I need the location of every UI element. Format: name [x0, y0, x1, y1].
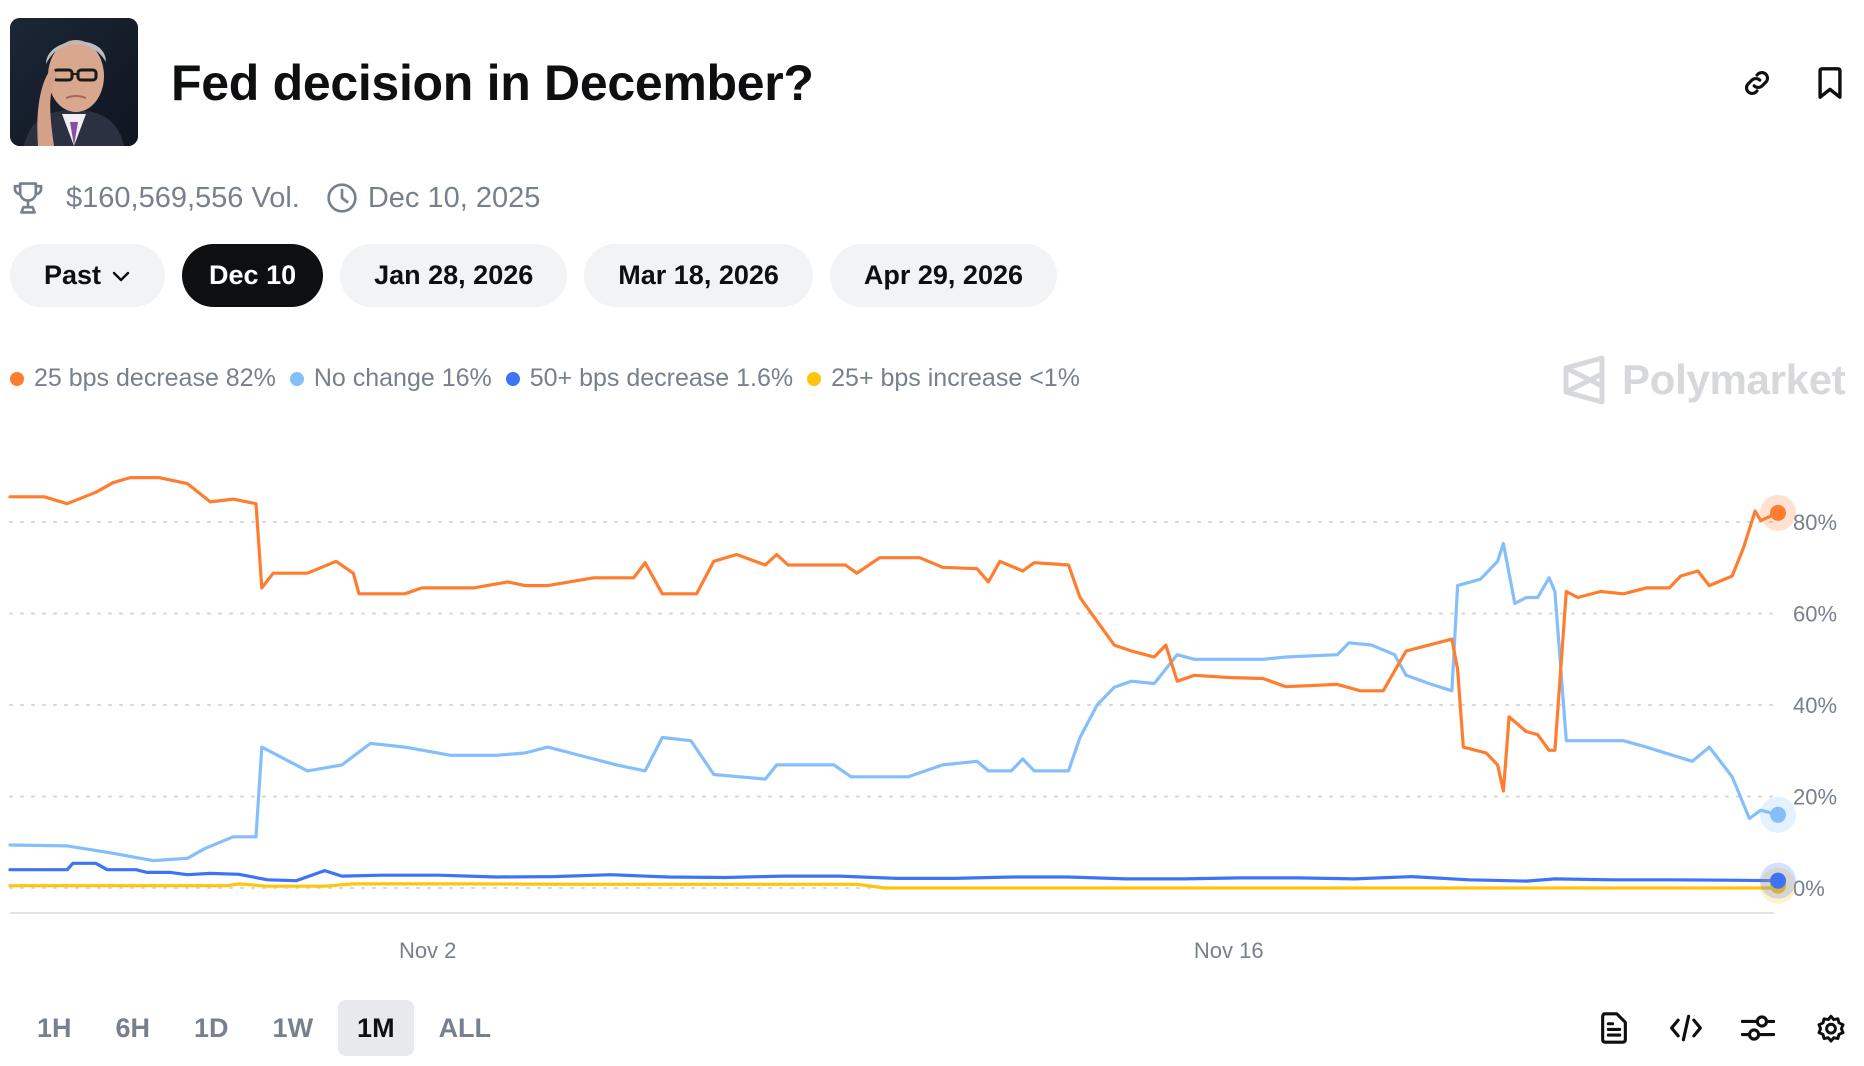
polymarket-logo-icon — [1563, 355, 1605, 405]
market-meta: $160,569,556 Vol. Dec 10, 2025 — [10, 178, 540, 218]
legend-item: 50+ bps decrease 1.6% — [505, 364, 794, 393]
range-1d[interactable]: 1D — [194, 1012, 229, 1043]
pill-dec-10[interactable]: Dec 10 — [182, 244, 324, 307]
legend-dot — [289, 371, 304, 386]
embed-button[interactable] — [1665, 1007, 1707, 1049]
polymarket-watermark: Polymarket — [1562, 354, 1846, 406]
pill-label: Dec 10 — [209, 260, 297, 290]
pill-label: Mar 18, 2026 — [618, 260, 779, 290]
y-tick-label: 0% — [1793, 876, 1825, 901]
range-6h[interactable]: 6H — [115, 1012, 151, 1043]
market-title: Fed decision in December? — [171, 55, 814, 111]
end-marker-dot — [1770, 806, 1786, 823]
brand-name: Polymarket — [1622, 356, 1846, 403]
end-date-text: Dec 10, 2025 — [367, 181, 541, 214]
volume-text: $160,569,556 Vol. — [66, 181, 300, 214]
chart-settings-button[interactable] — [1737, 1007, 1779, 1049]
range-1m[interactable]: 1M — [338, 1000, 414, 1056]
y-tick-label: 40% — [1793, 693, 1837, 718]
market-avatar — [10, 18, 138, 146]
document-icon — [1601, 1012, 1627, 1044]
bookmark-icon — [1818, 67, 1842, 99]
portrait-image — [10, 18, 138, 146]
end-marker-dot — [1770, 872, 1786, 889]
sliders-icon — [1741, 1015, 1775, 1041]
legend-item: No change 16% — [289, 364, 492, 393]
legend-label: 50+ bps decrease 1.6% — [529, 364, 794, 392]
x-axis-ticks: Nov 2 Nov 16 — [399, 938, 1264, 963]
y-tick-label: 60% — [1793, 602, 1837, 627]
y-tick-label: 20% — [1793, 785, 1837, 810]
end-marker-dot — [1770, 504, 1786, 521]
pill-mar-18-2026[interactable]: Mar 18, 2026 — [584, 244, 813, 307]
legend-label: 25 bps decrease 82% — [34, 364, 276, 392]
code-icon — [1670, 1014, 1702, 1042]
pill-label: Past — [44, 260, 102, 290]
y-axis-ticks: 0% 20% 40% 60% 80% — [1793, 510, 1837, 901]
pill-label: Jan 28, 2026 — [374, 260, 534, 290]
copy-link-button[interactable] — [1737, 63, 1777, 103]
trophy-icon — [10, 180, 46, 216]
series-line-50-bps-decrease — [8, 861, 1780, 883]
gear-icon — [1817, 1014, 1845, 1043]
date-selector: Past Dec 10 Jan 28, 2026 Mar 18, 2026 Ap… — [10, 244, 1057, 307]
settings-button[interactable] — [1810, 1007, 1852, 1049]
series-line-25-bps-decrease — [8, 476, 1780, 793]
chevron-down-icon — [111, 269, 131, 283]
clock-icon — [324, 180, 360, 216]
price-chart[interactable]: 0% 20% 40% 60% 80% Nov 2 Nov 16 — [0, 420, 1864, 980]
legend-item: 25+ bps increase <1% — [807, 364, 1080, 393]
series-lines — [8, 476, 1780, 890]
series-end-markers — [1760, 494, 1796, 904]
legend-dot — [10, 371, 24, 386]
pill-label: Apr 29, 2026 — [863, 260, 1023, 290]
legend-item: 25 bps decrease 82% — [10, 364, 276, 393]
range-all[interactable]: ALL — [438, 1012, 492, 1043]
series-line-no-change — [8, 541, 1780, 863]
legend-dot — [807, 371, 822, 386]
legend-dot — [505, 371, 520, 386]
range-1h[interactable]: 1H — [37, 1012, 72, 1043]
y-tick-label: 80% — [1793, 510, 1837, 535]
range-1w[interactable]: 1W — [272, 1012, 314, 1043]
time-range-selector: 1H 6H 1D 1W 1M ALL — [18, 1000, 510, 1056]
series-line-25-bps-increase — [8, 882, 1780, 890]
bookmark-button[interactable] — [1810, 63, 1850, 103]
link-icon — [1744, 70, 1770, 96]
pill-past[interactable]: Past — [10, 244, 166, 307]
x-tick-label: Nov 16 — [1194, 938, 1264, 963]
chart-legend: 25 bps decrease 82% No change 16% 50+ bp… — [10, 364, 1094, 393]
pill-apr-29-2026[interactable]: Apr 29, 2026 — [829, 244, 1057, 307]
legend-label: 25+ bps increase <1% — [831, 364, 1080, 392]
rules-button[interactable] — [1593, 1007, 1635, 1049]
legend-label: No change 16% — [313, 364, 492, 392]
x-tick-label: Nov 2 — [399, 938, 456, 963]
pill-jan-28-2026[interactable]: Jan 28, 2026 — [340, 244, 568, 307]
